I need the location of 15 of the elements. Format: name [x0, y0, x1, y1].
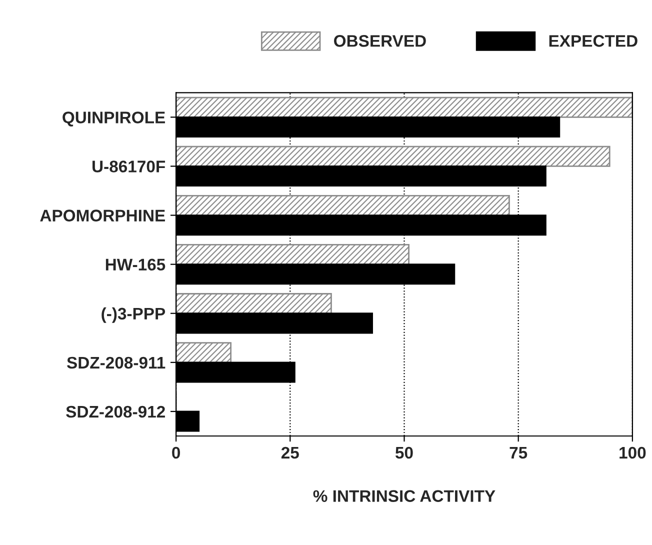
x-tick-label: 75: [510, 447, 528, 459]
x-tick-label: 25: [281, 446, 299, 459]
y-tick-label: SDZ-208-912: [66, 406, 165, 418]
y-tick-label: U-86170F: [92, 160, 166, 172]
y-tick-label: (-)3-PPP: [102, 307, 166, 323]
x-tick-label: 0: [172, 446, 180, 459]
x-tick-label: 50: [395, 446, 413, 459]
x-tick-label: 100: [620, 446, 646, 459]
y-tick-label: SDZ-208-911: [66, 356, 166, 369]
y-tick-label: QUINPIROLE: [62, 112, 165, 126]
y-tick-label: HW-165: [106, 258, 166, 271]
x-axis-title: % INTRINSIC ACTIVITY: [313, 490, 496, 502]
y-tick-label: APOMORPHINE: [40, 210, 165, 222]
legend-label: OBSERVED: [334, 35, 426, 47]
legend-label: EXPECTED: [549, 35, 638, 47]
